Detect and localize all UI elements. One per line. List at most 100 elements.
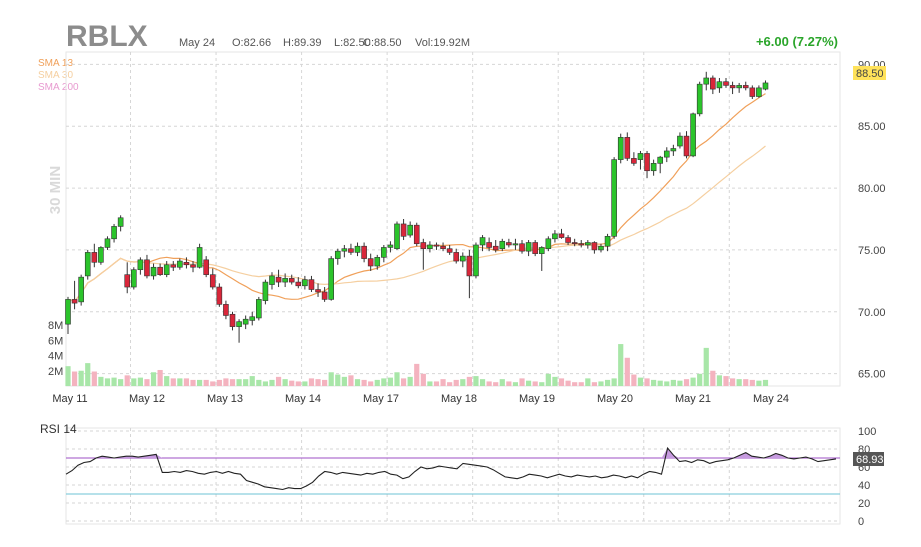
volume-bar (644, 378, 650, 386)
candle-body (637, 153, 644, 160)
volume-bar (637, 377, 644, 386)
candle-body (433, 244, 440, 247)
price-tick-label: 85.00 (858, 121, 886, 133)
candle-body (519, 243, 525, 252)
volume-bar (677, 380, 683, 386)
volume-bar (210, 381, 216, 386)
volume-bar (683, 379, 690, 386)
volume-bar (124, 375, 130, 386)
candle-body (677, 135, 683, 147)
legend-sma200: SMA 200 (38, 82, 79, 93)
candle-body (690, 113, 696, 157)
candle-body (131, 269, 137, 288)
candle-body (742, 85, 749, 89)
volume-bar (387, 377, 394, 386)
candle-body (427, 244, 433, 249)
volume-bar (341, 376, 347, 386)
close-value: C:88.50 (363, 37, 402, 49)
price-tick-label: 80.00 (858, 183, 886, 195)
open-value: O:82.66 (232, 37, 271, 49)
candle-body (506, 242, 512, 246)
candle-body (598, 245, 604, 251)
candle-body (571, 242, 578, 245)
volume-bar (723, 376, 729, 386)
candle-body (321, 291, 328, 300)
volume-bar (703, 347, 709, 386)
time-tick-label: May 18 (441, 393, 477, 405)
volume-bar (618, 344, 624, 386)
last-price-badge (853, 66, 886, 80)
candle-body (420, 242, 427, 249)
volume-bar (473, 376, 479, 386)
candle-body (591, 242, 598, 251)
candle-body (565, 237, 571, 243)
candle-body (275, 276, 282, 283)
volume-bar (111, 377, 117, 386)
volume-tick-label: 8M (48, 320, 63, 332)
candle-body (486, 242, 492, 248)
candle-body (196, 247, 203, 268)
volume-bar (131, 378, 137, 386)
rsi-value-badge (853, 452, 884, 466)
rsi-indicator (65, 446, 840, 495)
time-tick-label: May 21 (675, 393, 711, 405)
candle-body (400, 223, 407, 237)
volume-bar (736, 379, 742, 386)
volume-bar (479, 379, 486, 386)
candle-body (479, 237, 486, 246)
candle-body (716, 81, 723, 89)
candle-body (492, 245, 499, 251)
volume-bar (85, 363, 91, 386)
candle-body (348, 248, 354, 253)
candle-body (762, 82, 769, 90)
volume-bar (519, 378, 525, 386)
candle-body (512, 243, 519, 246)
candle-body (459, 255, 466, 262)
volume-bar (710, 370, 716, 386)
volume-bar (348, 375, 354, 386)
rsi-tick-label: 20 (858, 498, 870, 510)
volume-bar (144, 379, 150, 386)
candle-body (749, 87, 756, 97)
volume-bar (328, 372, 334, 386)
legend-sma30: SMA 30 (38, 70, 73, 81)
volume-bar (243, 379, 249, 386)
volume-bar (506, 381, 512, 386)
low-value: L:82.50 (334, 37, 371, 49)
volume-bar (552, 376, 558, 386)
time-tick-label: May 12 (129, 393, 165, 405)
volume-bar (170, 378, 176, 386)
volume-bar (236, 379, 242, 386)
volume-bar (223, 378, 229, 386)
candle-body (670, 148, 677, 152)
volume-bar (651, 379, 657, 386)
candle-body (84, 252, 91, 277)
candle-body (657, 156, 664, 164)
candle-body (578, 243, 585, 246)
candle-body (624, 137, 631, 159)
legend-sma13: SMA 13 (38, 58, 73, 69)
candle-body (223, 304, 229, 316)
candle-body (117, 217, 124, 227)
candle-body (446, 248, 453, 253)
volume-bar (335, 374, 341, 386)
candle-body (604, 236, 611, 247)
volume-bar (414, 363, 420, 386)
volume-bar (433, 381, 440, 386)
candle-body (229, 313, 236, 327)
volume-bar (203, 379, 209, 386)
candle-body (650, 163, 657, 172)
candle-body (703, 77, 710, 85)
volume-bar (664, 381, 670, 386)
volume-bar (604, 379, 611, 386)
candle-body (209, 274, 216, 288)
interval-watermark: 30 MIN (47, 166, 64, 214)
volume-bar (716, 375, 723, 386)
volume-bar (591, 382, 597, 386)
candle-body (558, 233, 565, 238)
candle-body (249, 316, 256, 321)
candle-body (453, 252, 460, 262)
volume-tick-label: 4M (48, 351, 63, 363)
